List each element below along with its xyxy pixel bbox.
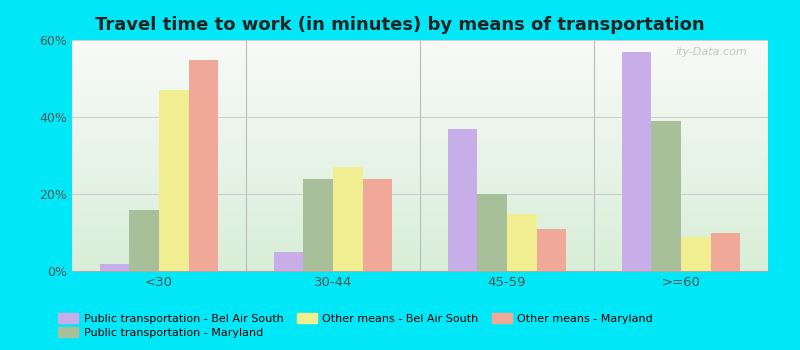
Text: Travel time to work (in minutes) by means of transportation: Travel time to work (in minutes) by mean… [95, 16, 705, 34]
Bar [507, 214, 537, 271]
Bar [710, 233, 740, 271]
Bar [130, 210, 159, 271]
Bar [303, 179, 333, 271]
Bar [100, 264, 130, 271]
Bar [651, 121, 681, 271]
Bar [189, 60, 218, 271]
Bar [681, 237, 710, 271]
Bar [362, 179, 392, 271]
Text: ity-Data.com: ity-Data.com [675, 47, 747, 57]
Bar [159, 90, 189, 271]
Bar [622, 52, 651, 271]
Bar [448, 129, 478, 271]
Bar [274, 252, 303, 271]
Bar [478, 194, 507, 271]
Bar [333, 167, 362, 271]
Bar [537, 229, 566, 271]
Legend: Public transportation - Bel Air South, Public transportation - Maryland, Other m: Public transportation - Bel Air South, P… [54, 309, 658, 343]
